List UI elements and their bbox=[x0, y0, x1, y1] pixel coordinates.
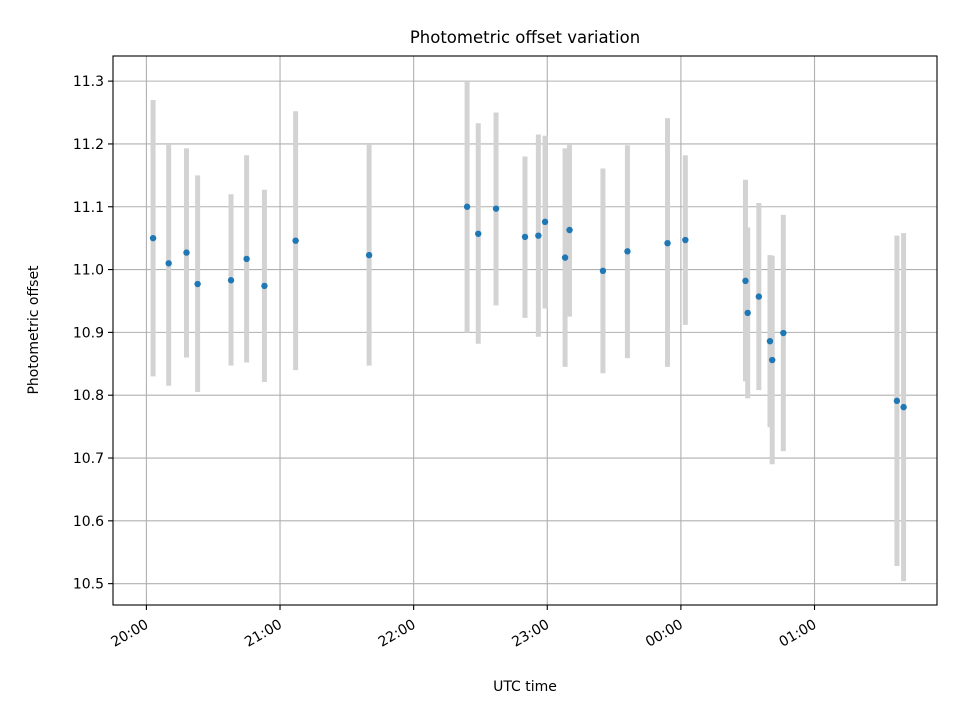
x-axis: 20:00 21:00 22:00 23:00 00:00 01:00 bbox=[108, 605, 820, 651]
data-point bbox=[227, 277, 235, 284]
errorbars bbox=[150, 81, 907, 582]
y-tick-label: 11.1 bbox=[73, 200, 104, 216]
data-point bbox=[682, 236, 689, 244]
data-point bbox=[165, 260, 172, 267]
y-tick-label: 10.8 bbox=[73, 388, 104, 404]
data-point bbox=[243, 255, 250, 263]
data-point bbox=[463, 203, 471, 210]
data-point bbox=[566, 226, 573, 234]
x-tick-label: 22:00 bbox=[376, 617, 419, 651]
data-point bbox=[624, 248, 631, 255]
data-point bbox=[769, 356, 776, 364]
y-tick-label: 10.5 bbox=[73, 577, 104, 593]
y-axis-label: Photometric offset bbox=[26, 265, 42, 395]
data-point bbox=[261, 282, 268, 290]
data-point bbox=[194, 280, 201, 288]
data-point bbox=[742, 277, 749, 285]
data-point bbox=[900, 403, 907, 411]
data-point bbox=[561, 254, 569, 261]
x-tick-label: 23:00 bbox=[509, 617, 552, 651]
data-point bbox=[893, 397, 901, 405]
grid bbox=[113, 56, 937, 605]
data-point bbox=[766, 337, 774, 345]
chart-title: Photometric offset variation bbox=[410, 28, 640, 47]
data-point bbox=[492, 205, 500, 212]
data-point bbox=[744, 309, 751, 317]
data-points bbox=[149, 203, 907, 411]
y-tick-label: 10.6 bbox=[73, 514, 104, 530]
x-tick-label: 01:00 bbox=[777, 617, 820, 651]
y-tick-label: 11.3 bbox=[73, 74, 104, 90]
data-point bbox=[521, 233, 529, 241]
data-point bbox=[535, 232, 542, 239]
data-point bbox=[292, 237, 299, 244]
data-point bbox=[664, 239, 671, 247]
data-point bbox=[780, 329, 787, 337]
plot-frame bbox=[112, 55, 938, 606]
y-tick-label: 11.2 bbox=[73, 137, 104, 153]
data-point bbox=[149, 234, 157, 242]
data-point bbox=[365, 251, 373, 259]
x-tick-label: 20:00 bbox=[108, 617, 151, 651]
x-tick-label: 21:00 bbox=[242, 617, 285, 651]
data-point bbox=[183, 249, 190, 256]
x-axis-label: UTC time bbox=[493, 679, 557, 695]
y-tick-label: 10.7 bbox=[73, 451, 104, 467]
x-tick-label: 00:00 bbox=[643, 617, 686, 651]
y-axis: 10.5 10.6 10.7 10.8 10.9 11.0 11.1 11.2 11.3 bbox=[73, 74, 113, 593]
data-point bbox=[475, 230, 482, 237]
data-point bbox=[541, 218, 549, 226]
data-point bbox=[599, 267, 607, 275]
y-tick-label: 11.0 bbox=[73, 263, 104, 279]
y-tick-label: 10.9 bbox=[73, 325, 104, 341]
data-point bbox=[755, 293, 763, 300]
